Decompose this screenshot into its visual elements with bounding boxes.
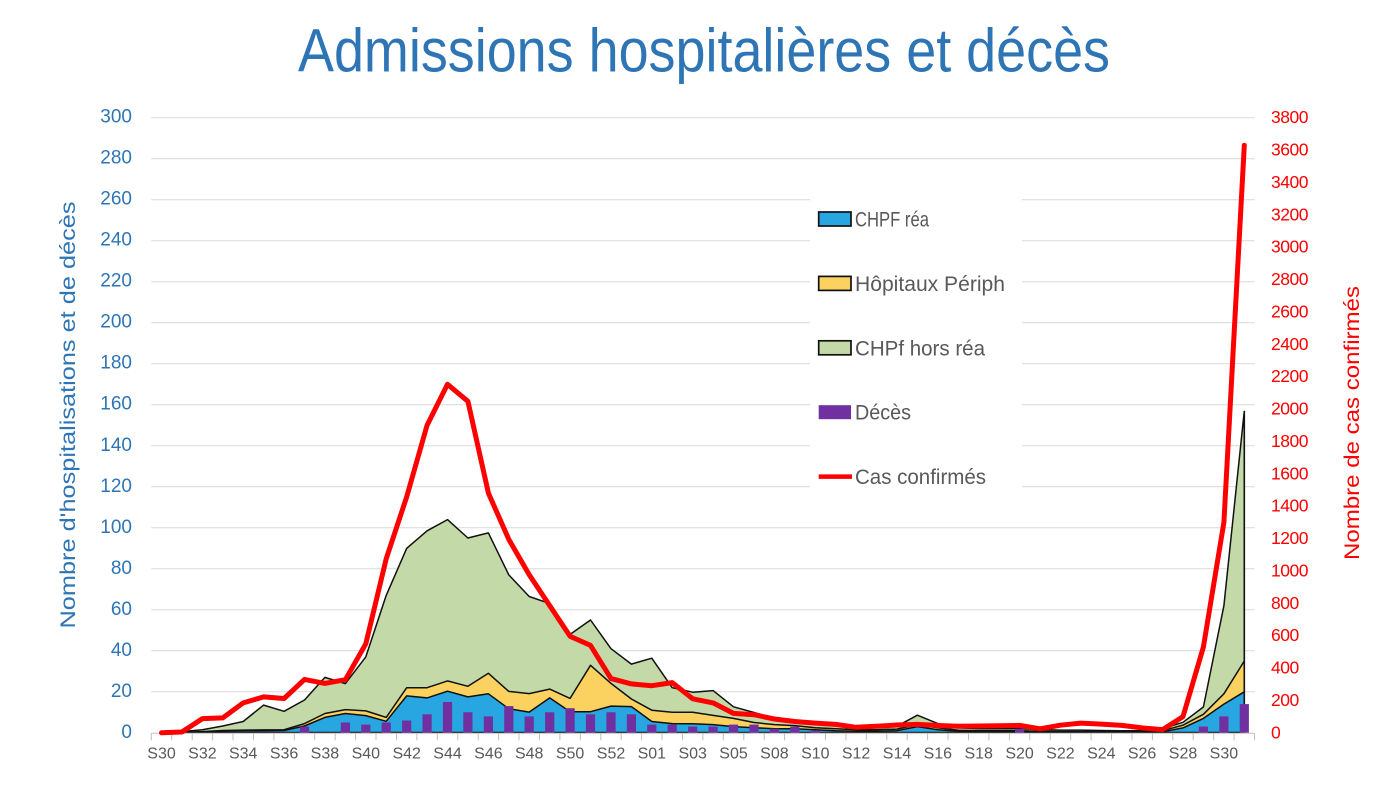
svg-text:260: 260 <box>100 189 132 210</box>
svg-text:1400: 1400 <box>1271 496 1309 516</box>
svg-text:200: 200 <box>1271 690 1299 710</box>
svg-text:S50: S50 <box>556 746 585 763</box>
svg-text:2000: 2000 <box>1271 399 1309 419</box>
svg-text:3000: 3000 <box>1271 237 1309 257</box>
svg-text:S22: S22 <box>1046 746 1075 763</box>
svg-text:3400: 3400 <box>1271 172 1309 192</box>
svg-text:S52: S52 <box>597 746 626 763</box>
svg-text:0: 0 <box>121 722 132 743</box>
svg-text:3200: 3200 <box>1271 204 1309 224</box>
svg-text:S12: S12 <box>842 746 871 763</box>
svg-text:200: 200 <box>100 312 132 333</box>
svg-text:2400: 2400 <box>1271 334 1309 354</box>
svg-text:Hôpitaux Périph: Hôpitaux Périph <box>855 273 1005 296</box>
svg-text:1600: 1600 <box>1271 463 1309 483</box>
svg-text:S44: S44 <box>433 746 462 763</box>
svg-text:800: 800 <box>1271 593 1299 613</box>
svg-text:600: 600 <box>1271 625 1299 645</box>
svg-text:1000: 1000 <box>1271 560 1309 580</box>
svg-text:S14: S14 <box>883 746 912 763</box>
svg-text:S48: S48 <box>515 746 544 763</box>
svg-text:S28: S28 <box>1169 746 1198 763</box>
svg-text:180: 180 <box>100 353 132 374</box>
svg-text:160: 160 <box>100 394 132 415</box>
svg-text:60: 60 <box>111 599 132 620</box>
svg-text:S40: S40 <box>352 746 381 763</box>
svg-text:40: 40 <box>111 640 132 661</box>
svg-text:S34: S34 <box>229 746 258 763</box>
svg-text:S16: S16 <box>924 746 953 763</box>
svg-text:S03: S03 <box>678 746 707 763</box>
svg-text:1200: 1200 <box>1271 528 1309 548</box>
svg-text:S05: S05 <box>719 746 748 763</box>
svg-text:3800: 3800 <box>1271 107 1309 127</box>
svg-text:S18: S18 <box>964 746 993 763</box>
svg-text:S46: S46 <box>474 746 503 763</box>
svg-text:S30: S30 <box>1210 746 1239 763</box>
svg-text:Admissions hospitalières et dé: Admissions hospitalières et décès <box>298 17 1110 85</box>
svg-text:280: 280 <box>100 148 132 169</box>
svg-text:300: 300 <box>100 107 132 128</box>
svg-text:S20: S20 <box>1005 746 1034 763</box>
svg-text:120: 120 <box>100 476 132 497</box>
svg-text:CHPf hors réa: CHPf hors réa <box>855 337 985 360</box>
svg-text:S42: S42 <box>392 746 421 763</box>
svg-text:S30: S30 <box>147 746 176 763</box>
svg-text:S38: S38 <box>311 746 340 763</box>
svg-text:Décès: Décès <box>855 402 911 425</box>
svg-text:2600: 2600 <box>1271 301 1309 321</box>
svg-text:3600: 3600 <box>1271 140 1309 160</box>
svg-text:2200: 2200 <box>1271 366 1309 386</box>
svg-text:S01: S01 <box>638 746 667 763</box>
svg-text:140: 140 <box>100 435 132 456</box>
svg-text:S32: S32 <box>188 746 217 763</box>
svg-text:S10: S10 <box>801 746 830 763</box>
svg-text:80: 80 <box>111 558 132 579</box>
svg-text:1800: 1800 <box>1271 431 1309 451</box>
svg-text:0: 0 <box>1271 722 1281 742</box>
svg-text:240: 240 <box>100 230 132 251</box>
svg-text:Nombre d'hospitalisations et d: Nombre d'hospitalisations et de décès <box>57 202 80 629</box>
svg-text:2800: 2800 <box>1271 269 1309 289</box>
svg-text:S36: S36 <box>270 746 299 763</box>
svg-text:CHPF réa: CHPF réa <box>855 209 929 232</box>
svg-text:20: 20 <box>111 681 132 702</box>
svg-text:100: 100 <box>100 517 132 538</box>
svg-text:220: 220 <box>100 271 132 292</box>
svg-text:400: 400 <box>1271 658 1299 678</box>
svg-text:S26: S26 <box>1128 746 1157 763</box>
svg-text:S24: S24 <box>1087 746 1116 763</box>
svg-text:Nombre de cas confirmés: Nombre de cas confirmés <box>1341 286 1364 560</box>
svg-text:Cas confirmés: Cas confirmés <box>855 466 986 489</box>
svg-text:S08: S08 <box>760 746 789 763</box>
